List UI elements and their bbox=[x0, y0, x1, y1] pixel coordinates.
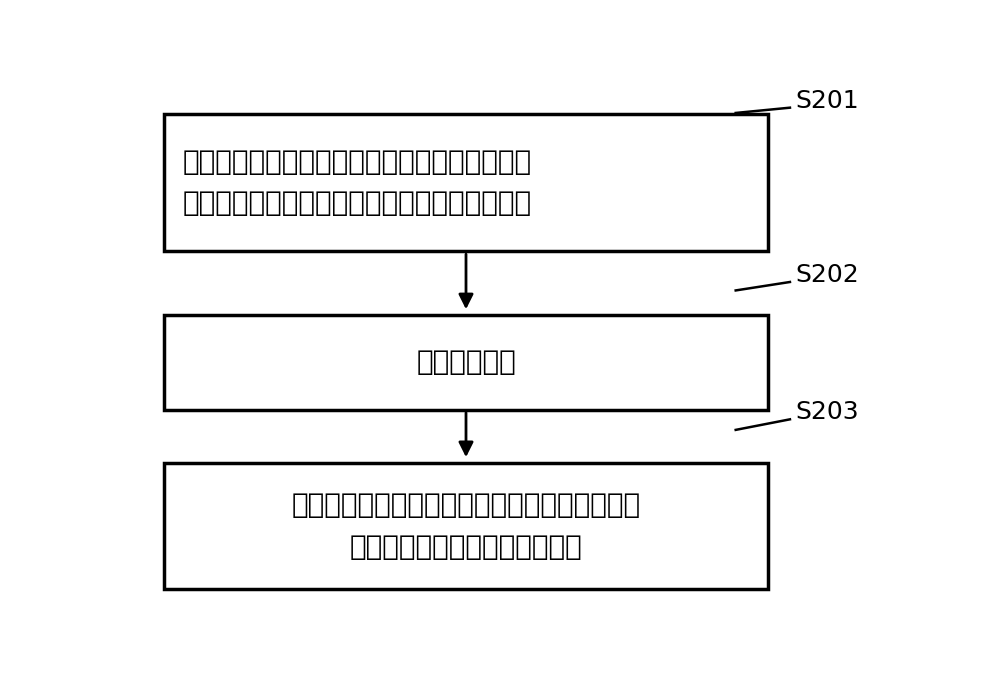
Text: S201: S201 bbox=[795, 88, 859, 113]
Text: 存储所述指令: 存储所述指令 bbox=[416, 348, 516, 377]
Text: S203: S203 bbox=[795, 401, 859, 425]
Text: 当系统开机时执行所述指令，根据所述一种模式
对应的参数设置所述系统内存。: 当系统开机时执行所述指令，根据所述一种模式 对应的参数设置所述系统内存。 bbox=[291, 491, 641, 560]
Bar bbox=[164, 114, 768, 251]
Text: 接收对系统内存以至少一种超频模式中的一种模
式启动的指令，所述指令由快捷键动作触发产生: 接收对系统内存以至少一种超频模式中的一种模 式启动的指令，所述指令由快捷键动作触… bbox=[183, 148, 532, 217]
Text: S202: S202 bbox=[795, 263, 859, 287]
Bar bbox=[164, 315, 768, 410]
Bar bbox=[164, 462, 768, 589]
